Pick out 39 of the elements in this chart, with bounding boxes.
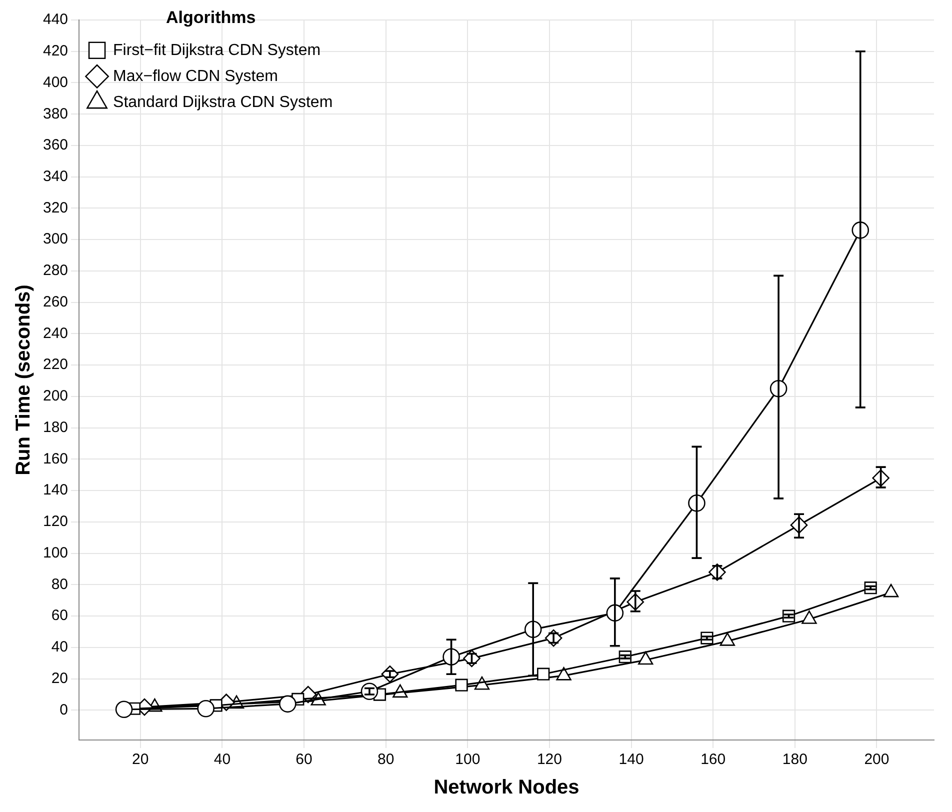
y-tick-label: 160 — [42, 450, 68, 468]
x-tick-label: 160 — [700, 751, 726, 768]
y-tick-label: 300 — [42, 230, 68, 248]
y-tick-label: 360 — [42, 136, 68, 154]
y-tick-label: 180 — [42, 418, 68, 436]
y-axis-title: Run Time (seconds) — [12, 284, 35, 476]
y-tick-label: 60 — [51, 607, 68, 624]
y-tick-label: 400 — [42, 74, 68, 91]
legend-title: Algorithms — [166, 8, 256, 28]
y-tick-label: 240 — [42, 324, 68, 342]
legend-label: Max−flow CDN System — [113, 68, 278, 85]
y-tick-label: 340 — [42, 168, 68, 186]
y-tick-label: 320 — [42, 199, 68, 216]
y-tick-label: 40 — [51, 638, 68, 656]
y-tick-label: 100 — [42, 544, 68, 562]
y-tick-label: 440 — [42, 11, 68, 28]
y-tick-label: 220 — [42, 356, 68, 374]
y-tick-label: 20 — [51, 670, 68, 687]
x-tick-label: 200 — [864, 751, 890, 768]
x-tick-label: 180 — [782, 751, 808, 768]
y-tick-label: 380 — [42, 105, 68, 122]
x-tick-label: 20 — [132, 751, 149, 768]
x-axis-title: Network Nodes — [434, 776, 580, 799]
y-tick-label: 280 — [42, 262, 68, 280]
y-tick-label: 120 — [42, 513, 68, 530]
x-tick-label: 60 — [296, 751, 312, 768]
y-tick-label: 420 — [42, 42, 68, 60]
legend-label: Standard Dijkstra CDN System — [113, 94, 333, 111]
x-tick-label: 40 — [214, 751, 231, 768]
y-tick-label: 80 — [51, 576, 68, 593]
x-tick-label: 100 — [455, 751, 480, 768]
y-tick-label: 200 — [42, 388, 68, 405]
y-tick-label: 140 — [42, 482, 68, 499]
y-tick-label: 260 — [42, 293, 68, 310]
x-tick-label: 120 — [536, 751, 562, 768]
x-tick-label: 140 — [618, 751, 644, 768]
y-tick-label: 0 — [60, 701, 68, 718]
x-tick-label: 80 — [377, 751, 394, 768]
legend-label: First−fit Dijkstra CDN System — [113, 42, 321, 59]
